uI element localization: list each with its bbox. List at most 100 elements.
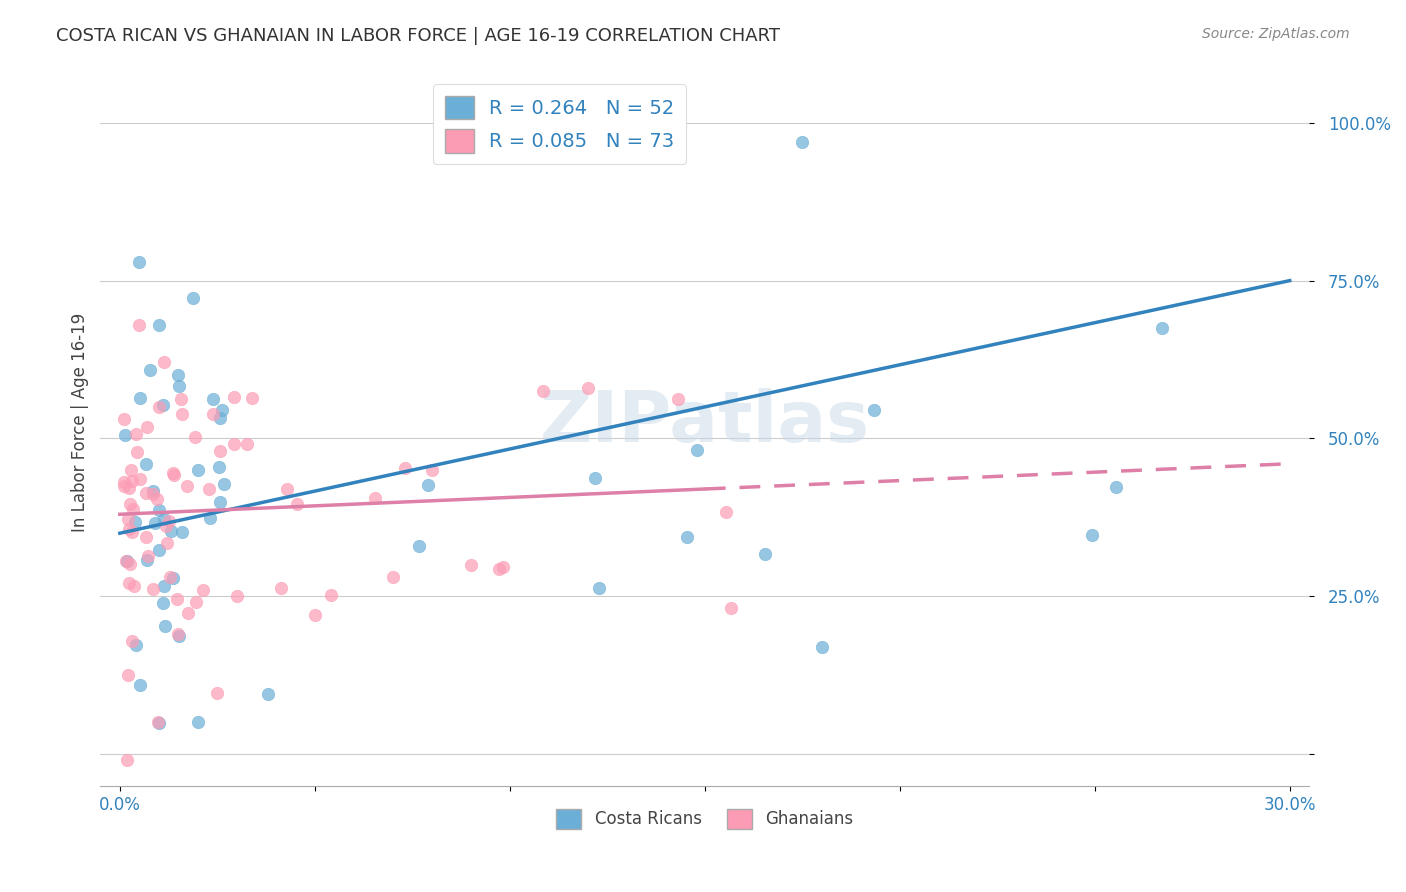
Point [588,581,610,595]
Point [211,403,233,417]
Point [117,668,139,682]
Point [152,596,174,610]
Point [583,471,606,485]
Point [153,579,176,593]
Point [166,592,188,607]
Point [1150,321,1173,335]
Point [177,607,200,621]
Point [117,512,139,526]
Point [198,511,221,525]
Point [276,482,298,496]
Point [810,640,832,654]
Point [121,524,143,539]
Point [364,491,387,505]
Point [285,497,308,511]
Point [162,466,184,480]
Point [576,381,599,395]
Point [120,463,142,477]
Point [121,633,143,648]
Point [304,608,326,623]
Point [121,474,143,488]
Point [157,514,180,528]
Point [155,518,177,533]
Point [128,254,150,268]
Point [187,715,209,730]
Point [118,558,141,572]
Point [114,428,136,442]
Point [129,678,152,692]
Point [146,714,169,729]
Point [153,512,176,526]
Point [128,472,150,486]
Point [235,436,257,450]
Point [176,479,198,493]
Point [172,524,194,539]
Point [416,478,439,492]
Point [156,536,179,550]
Point [135,457,157,471]
Point [135,420,157,434]
Point [148,542,170,557]
Point [209,495,232,509]
Point [112,411,135,425]
Point [460,558,482,572]
Point [408,539,430,553]
Point [118,481,141,495]
Point [135,530,157,544]
Point [166,627,188,641]
Point [136,553,159,567]
Point [143,516,166,531]
Point [153,355,176,369]
Point [114,554,136,568]
Point [122,502,145,516]
Point [125,445,148,459]
Point [136,549,159,563]
Point [148,503,170,517]
Point [139,363,162,377]
Point [863,402,886,417]
Point [270,581,292,595]
Point [159,570,181,584]
Point [152,398,174,412]
Point [1081,527,1104,541]
Point [716,505,738,519]
Point [118,575,141,590]
Point [148,400,170,414]
Point [148,318,170,332]
Legend: Costa Ricans, Ghanaians: Costa Ricans, Ghanaians [550,802,860,836]
Point [208,411,231,425]
Point [208,443,231,458]
Point [124,515,146,529]
Point [118,522,141,536]
Point [183,291,205,305]
Point [224,437,246,451]
Point [686,442,709,457]
Point [167,629,190,643]
Point [167,379,190,393]
Point [222,391,245,405]
Point [1105,480,1128,494]
Point [167,368,190,383]
Point [186,595,208,609]
Point [129,391,152,405]
Text: COSTA RICAN VS GHANAIAN IN LABOR FORCE | AGE 16-19 CORRELATION CHART: COSTA RICAN VS GHANAIAN IN LABOR FORCE |… [56,27,780,45]
Y-axis label: In Labor Force | Age 16-19: In Labor Force | Age 16-19 [72,313,89,533]
Point [191,582,214,597]
Point [120,497,142,511]
Point [135,486,157,500]
Point [142,582,165,596]
Point [162,571,184,585]
Point [792,135,814,149]
Point [225,590,247,604]
Point [531,384,554,399]
Point [169,392,191,406]
Point [616,135,638,149]
Point [420,463,443,477]
Point [214,477,236,491]
Point [117,554,139,568]
Point [148,715,170,730]
Point [394,461,416,475]
Point [125,427,148,442]
Point [676,530,699,544]
Point [208,460,231,475]
